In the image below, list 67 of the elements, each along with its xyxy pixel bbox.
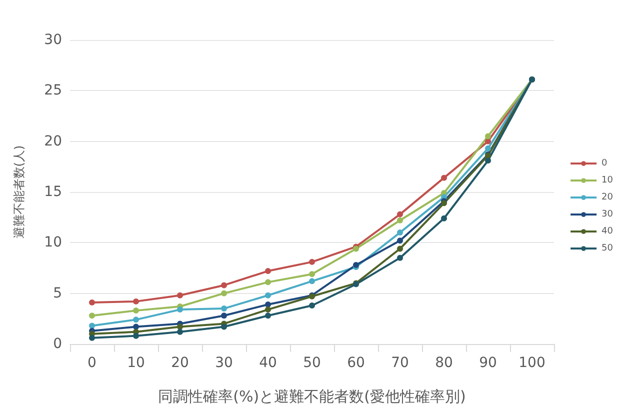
point [265,312,271,319]
point [485,158,491,164]
point [309,271,315,278]
x-tick-label: 90 [479,355,497,371]
legend-label: 20 [602,192,614,202]
x-tick-label: 30 [215,355,233,371]
point [309,302,315,308]
point [89,299,95,306]
point [221,290,227,296]
point [397,211,403,218]
point [177,324,183,330]
x-tick-label: 80 [435,355,453,371]
point [397,246,403,252]
point [309,258,315,265]
point [265,301,271,308]
point [133,298,139,304]
x-tick-label: 20 [171,355,189,371]
point [89,334,95,341]
x-tick-label: 70 [391,355,409,371]
point [485,138,491,144]
point [265,268,271,274]
point [397,217,403,224]
point [353,262,359,268]
point [133,308,139,314]
x-tick-label: 50 [303,355,321,371]
point [221,324,227,330]
point [265,292,271,298]
y-tick-label: 25 [44,82,62,99]
point [133,332,139,339]
point [133,316,139,323]
point [265,306,271,313]
legend-label: 50 [602,244,614,254]
point [309,278,315,284]
point [397,230,403,236]
y-axis-title: 避難不能者数(人) [12,145,26,239]
legend-label: 0 [602,158,608,168]
x-tick-label: 100 [518,355,546,371]
point [441,215,447,222]
legend-label: 40 [602,226,614,236]
point [397,238,403,244]
point [265,279,271,286]
point [89,322,95,329]
point [177,306,183,313]
point [221,282,227,288]
x-tick-label: 60 [347,355,365,371]
point [177,292,183,298]
y-tick-label: 0 [53,336,62,352]
point [485,145,491,152]
point [221,312,227,319]
legend-label: 10 [602,176,614,186]
y-tick-label: 20 [44,133,62,150]
y-tick-label: 10 [44,234,62,251]
point [89,312,95,319]
x-tick-label: 10 [127,355,145,371]
point [441,174,447,181]
y-tick-label: 5 [53,285,62,302]
x-tick-label: 40 [259,355,277,371]
y-tick-label: 30 [44,32,62,48]
point [221,306,227,312]
point [397,254,403,261]
point [485,133,491,140]
point [177,328,183,335]
point [133,324,139,330]
y-tick-label: 15 [44,184,62,200]
legend-label: 30 [602,210,614,220]
x-tick-label: 0 [88,355,96,371]
x-axis-title: 同調性確率(%)と避難不能者数(愛他性確率別) [158,388,466,406]
